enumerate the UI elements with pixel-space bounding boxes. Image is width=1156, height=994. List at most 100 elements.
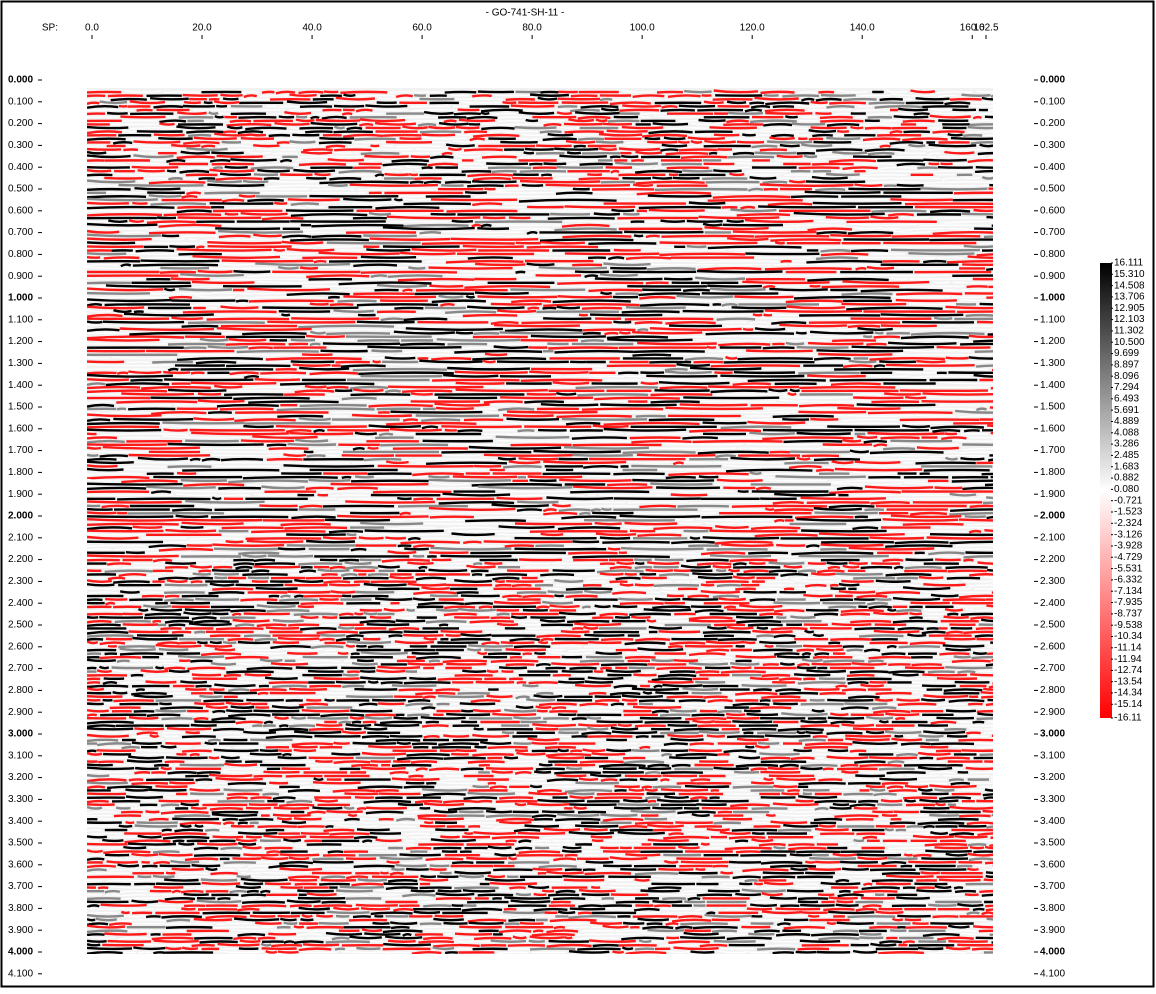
y-tick-label: 3.200 bbox=[8, 772, 33, 783]
y-tick-label: 1.800 bbox=[8, 467, 33, 478]
colorbar-tick-label: -7.134 bbox=[1114, 586, 1143, 597]
seismic-trace bbox=[162, 423, 330, 424]
y-tick-label: 3.700 bbox=[8, 881, 33, 892]
y-tick-label-right: 0.500 bbox=[1040, 184, 1065, 195]
y-tick-label: 4.100 bbox=[8, 968, 33, 979]
x-axis-label: SP: bbox=[42, 23, 58, 34]
x-tick-label: 162.5 bbox=[973, 23, 998, 34]
y-tick-label: 3.400 bbox=[8, 816, 33, 827]
colorbar-tick-label: -13.54 bbox=[1114, 676, 1143, 687]
y-tick-label: 3.300 bbox=[8, 794, 33, 805]
y-tick-label: 3.000 bbox=[8, 729, 33, 740]
seismic-trace bbox=[475, 222, 562, 223]
y-tick-label-right: 2.900 bbox=[1040, 707, 1065, 718]
y-tick-label-right: 1.500 bbox=[1040, 402, 1065, 413]
x-tick-label: 0.0 bbox=[85, 23, 99, 34]
y-tick-label: 3.800 bbox=[8, 903, 33, 914]
seismic-trace bbox=[122, 747, 140, 748]
x-tick-label: 120.0 bbox=[740, 23, 765, 34]
seismic-trace bbox=[194, 632, 205, 633]
seismic-trace bbox=[807, 376, 866, 377]
colorbar-tick-label: 13.706 bbox=[1114, 292, 1145, 303]
seismic-trace bbox=[721, 427, 792, 428]
seismic-trace bbox=[87, 556, 179, 557]
seismic-trace bbox=[965, 516, 986, 517]
colorbar-tick-label: 7.294 bbox=[1114, 382, 1139, 393]
x-tick-label: 100.0 bbox=[630, 23, 655, 34]
page: {"chart_data": { "type": "seismic-sectio… bbox=[0, 0, 1156, 989]
colorbar bbox=[1100, 263, 1112, 718]
seismic-trace bbox=[338, 301, 377, 302]
y-tick-label: 1.100 bbox=[8, 314, 33, 325]
y-tick-label: 3.500 bbox=[8, 838, 33, 849]
seismic-trace bbox=[151, 412, 952, 414]
colorbar-tick-label: -2.324 bbox=[1114, 518, 1143, 529]
colorbar-tick-label: 12.905 bbox=[1114, 303, 1145, 314]
seismic-trace bbox=[570, 110, 600, 111]
colorbar-tick-label: -11.14 bbox=[1114, 642, 1142, 653]
y-tick-label: 0.400 bbox=[8, 162, 33, 173]
y-tick-label-right: 3.300 bbox=[1040, 794, 1065, 805]
y-tick-label-right: 3.900 bbox=[1040, 925, 1065, 936]
chart: - GO-741-SH-11 - SP: 0.020.040.060.080.0… bbox=[0, 0, 1156, 989]
y-tick-label-right: 1.400 bbox=[1040, 380, 1065, 391]
seismic-trace bbox=[342, 398, 377, 399]
y-tick-label-right: 1.300 bbox=[1040, 358, 1065, 369]
seismic-trace bbox=[87, 199, 158, 200]
colorbar-tick-label: 12.103 bbox=[1114, 314, 1145, 325]
colorbar-tick-label: 1.683 bbox=[1114, 461, 1139, 472]
y-tick-label: 2.800 bbox=[8, 685, 33, 696]
y-tick-label-right: 0.200 bbox=[1040, 118, 1065, 129]
seismic-trace bbox=[168, 444, 287, 446]
colorbar-tick-label: -8.737 bbox=[1114, 609, 1143, 620]
colorbar-tick-label: -5.531 bbox=[1114, 563, 1143, 574]
seismic-trace bbox=[966, 315, 994, 316]
colorbar-tick-label: -1.523 bbox=[1114, 507, 1143, 518]
x-tick-label: 20.0 bbox=[192, 23, 212, 34]
seismic-trace bbox=[128, 409, 175, 410]
y-tick-label-right: 4.000 bbox=[1040, 947, 1065, 958]
y-tick-label-right: 2.600 bbox=[1040, 641, 1065, 652]
colorbar-tick-label: 0.080 bbox=[1114, 484, 1139, 495]
seismic-trace bbox=[327, 243, 421, 244]
y-tick-label-right: 1.900 bbox=[1040, 489, 1065, 500]
y-tick-label: 0.000 bbox=[8, 75, 33, 86]
y-tick-label-right: 4.100 bbox=[1040, 968, 1065, 979]
y-tick-label-right: 3.600 bbox=[1040, 859, 1065, 870]
y-tick-label-right: 0.600 bbox=[1040, 205, 1065, 216]
y-tick-label: 2.700 bbox=[8, 663, 33, 674]
y-tick-label: 0.200 bbox=[8, 118, 33, 129]
seismic-trace bbox=[632, 750, 660, 751]
colorbar-tick-label: -4.729 bbox=[1114, 552, 1143, 563]
y-tick-label: 0.500 bbox=[8, 184, 33, 195]
colorbar-tick-label: -11.94 bbox=[1114, 654, 1142, 665]
y-tick-label-right: 1.200 bbox=[1040, 336, 1065, 347]
y-tick-label-right: 1.600 bbox=[1040, 423, 1065, 434]
seismic-trace bbox=[224, 393, 576, 395]
y-tick-label: 1.400 bbox=[8, 380, 33, 391]
y-tick-label-right: 0.400 bbox=[1040, 162, 1065, 173]
colorbar-tick-label: 9.699 bbox=[1114, 348, 1139, 359]
y-tick-label-right: 3.400 bbox=[1040, 816, 1065, 827]
x-tick-label: 140.0 bbox=[850, 23, 875, 34]
colorbar-tick-label: 10.500 bbox=[1114, 337, 1145, 348]
colorbar-tick-label: -9.538 bbox=[1114, 620, 1143, 631]
y-tick-label-right: 3.000 bbox=[1040, 729, 1065, 740]
seismic-trace bbox=[147, 473, 1049, 474]
y-tick-label-right: 0.700 bbox=[1040, 227, 1065, 238]
y-tick-label-right: 3.700 bbox=[1040, 881, 1065, 892]
colorbar-tick-label: 3.286 bbox=[1114, 439, 1139, 450]
x-tick-label: 60.0 bbox=[412, 23, 432, 34]
y-tick-label-right: 1.800 bbox=[1040, 467, 1065, 478]
seismic-trace bbox=[87, 775, 109, 776]
y-tick-label: 0.900 bbox=[8, 271, 33, 282]
y-tick-label: 4.000 bbox=[8, 947, 33, 958]
seismic-trace bbox=[347, 534, 357, 535]
y-tick-label-right: 0.100 bbox=[1040, 96, 1065, 107]
colorbar-tick-label: 2.485 bbox=[1114, 450, 1139, 461]
seismic-section bbox=[87, 88, 1085, 954]
y-tick-label: 2.100 bbox=[8, 532, 33, 543]
seismic-trace bbox=[645, 797, 660, 798]
y-tick-label-right: 3.800 bbox=[1040, 903, 1065, 914]
seismic-trace bbox=[314, 556, 670, 558]
